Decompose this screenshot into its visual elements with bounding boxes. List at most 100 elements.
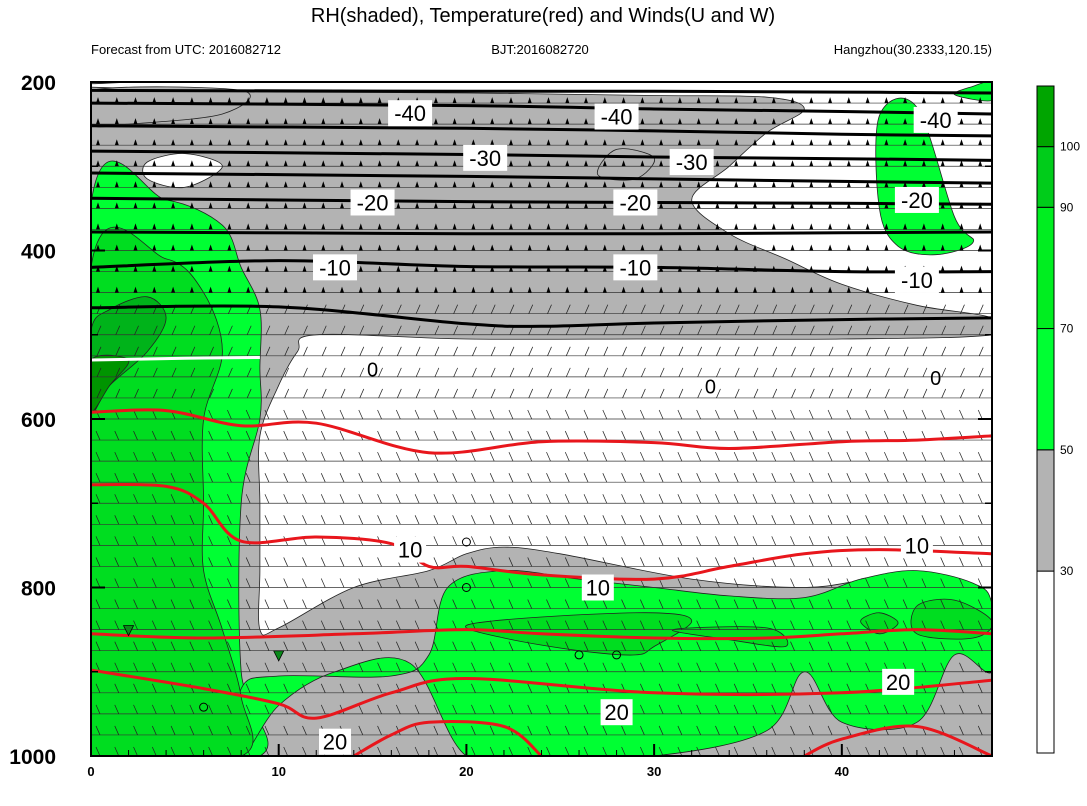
- wind-barb: [846, 473, 852, 483]
- wind-barb: [846, 494, 852, 504]
- wind-flag: [753, 181, 757, 188]
- wind-barb: [640, 430, 645, 441]
- wind-barb: [528, 346, 534, 356]
- wind-flag: [527, 97, 532, 104]
- wind-barb: [941, 346, 947, 356]
- wind-barb: [564, 662, 570, 672]
- wind-barb: [358, 409, 364, 420]
- wind-flag: [452, 265, 457, 272]
- wind-barb: [190, 346, 196, 356]
- wind-barb: [115, 388, 121, 399]
- temperature-contour-label-text: 20: [604, 700, 628, 725]
- wind-barb: [716, 367, 721, 378]
- wind-flag: [790, 118, 795, 125]
- wind-barb: [960, 388, 965, 399]
- wind-flag: [602, 265, 607, 272]
- wind-barb: [790, 515, 795, 525]
- y-tick-label: 600: [21, 409, 56, 432]
- wind-barb: [696, 430, 701, 441]
- wind-barb: [414, 451, 420, 462]
- black-contour-0: [91, 88, 992, 95]
- wind-flag: [640, 244, 645, 251]
- colorbar-box: [1036, 570, 1055, 754]
- wind-barb: [846, 451, 852, 462]
- wind-flag: [790, 223, 795, 230]
- wind-barb: [283, 494, 289, 504]
- wind-flag: [114, 97, 119, 104]
- wind-barb: [921, 641, 927, 651]
- wind-barb: [283, 746, 289, 756]
- wind-barb: [790, 536, 795, 546]
- wind-barb: [453, 304, 458, 314]
- wind-barb: [640, 599, 645, 609]
- wind-barb: [977, 409, 983, 420]
- wind-barb: [697, 346, 702, 356]
- wind-barb: [452, 494, 457, 504]
- temperature-contour-label-bg: [600, 699, 633, 726]
- wind-barb: [508, 620, 514, 630]
- wind-barb: [715, 662, 720, 672]
- small-contour-marker: [574, 650, 584, 660]
- wind-barb: [151, 746, 157, 756]
- wind-barb: [978, 325, 984, 335]
- wind-barb: [433, 578, 439, 588]
- black-contour-label-bg: [613, 254, 658, 281]
- wind-barb: [320, 641, 326, 651]
- wind-flag: [771, 97, 776, 104]
- wind-barb: [508, 494, 514, 504]
- wind-barb: [733, 746, 739, 756]
- wind-barb: [752, 536, 758, 546]
- wind-barb: [564, 704, 570, 715]
- wind-barb: [790, 473, 795, 483]
- wind-barb: [921, 557, 927, 567]
- wind-barb: [771, 599, 777, 609]
- wind-barb: [490, 346, 496, 356]
- black-contour-label-bg: [669, 149, 714, 176]
- wind-barb: [583, 599, 589, 609]
- wind-barb: [808, 578, 814, 588]
- wind-barb: [95, 578, 101, 588]
- wind-barb: [827, 494, 833, 504]
- wind-barb: [753, 325, 759, 335]
- wind-barb: [791, 325, 796, 335]
- wind-flag: [396, 181, 401, 188]
- wind-barb: [621, 620, 626, 630]
- wind-barb: [977, 683, 983, 693]
- wind-barb: [546, 451, 551, 462]
- wind-flag: [865, 139, 870, 146]
- wind-flag: [546, 202, 551, 209]
- wind-barb: [302, 599, 307, 609]
- wind-barb: [170, 746, 176, 756]
- wind-flag: [264, 244, 269, 251]
- wind-flag: [602, 202, 607, 209]
- wind-flag: [621, 286, 626, 293]
- wind-barb: [452, 662, 457, 672]
- wind-flag: [264, 97, 269, 104]
- wind-flag: [828, 97, 833, 104]
- wind-barb: [865, 641, 870, 651]
- wind-barb: [151, 578, 157, 588]
- wind-barb: [865, 704, 870, 715]
- wind-barb: [151, 599, 157, 609]
- wind-flag: [696, 202, 701, 209]
- wind-barb: [114, 578, 120, 588]
- wind-flag: [828, 160, 833, 167]
- wind-barb: [677, 409, 683, 420]
- wind-barb: [378, 325, 383, 335]
- wind-barb: [209, 388, 214, 399]
- wind-flag: [546, 265, 551, 272]
- wind-barb: [866, 304, 871, 314]
- wind-barb: [208, 536, 213, 546]
- wind-barb: [621, 746, 626, 756]
- wind-barb: [659, 388, 665, 399]
- wind-barb: [959, 578, 964, 588]
- wind-barb: [641, 304, 646, 314]
- wind-barb: [151, 451, 157, 462]
- wind-barb: [733, 620, 739, 630]
- wind-flag: [640, 160, 645, 167]
- wind-barb: [358, 683, 364, 693]
- wind-barb: [959, 536, 964, 546]
- wind-barb: [189, 473, 195, 483]
